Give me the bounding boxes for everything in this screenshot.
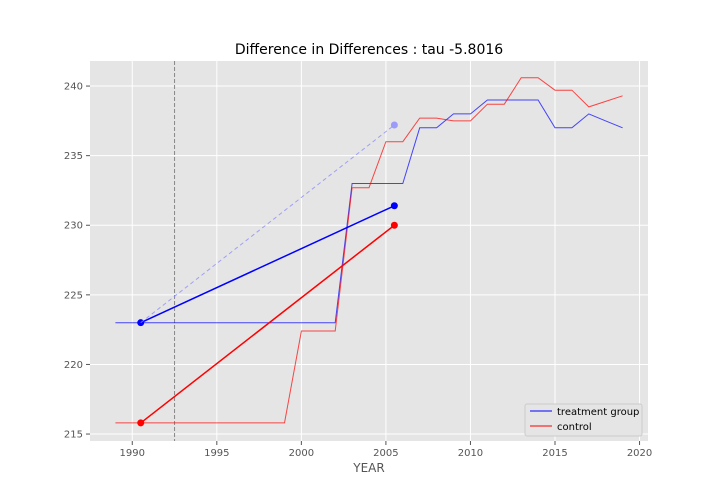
x-tick-label: 2015 bbox=[542, 448, 567, 459]
did-lines bbox=[137, 121, 398, 427]
did-point-control-pre-post-pre bbox=[137, 419, 145, 427]
x-tick-label: 2000 bbox=[289, 448, 314, 459]
x-tick-label: 2020 bbox=[627, 448, 652, 459]
did-line-control-pre-post bbox=[140, 224, 395, 424]
x-tick-label: 2010 bbox=[458, 448, 483, 459]
did-point-counterfactual bbox=[390, 121, 398, 129]
series-line-treatment bbox=[115, 99, 623, 324]
series-line-control bbox=[115, 77, 623, 424]
chart-title: Difference in Differences : tau -5.8016 bbox=[235, 42, 503, 58]
x-tick-label: 1990 bbox=[120, 448, 145, 459]
legend-label-treatment: treatment group bbox=[557, 407, 639, 418]
y-tick-label: 215 bbox=[64, 430, 83, 441]
series-lines bbox=[115, 77, 623, 424]
x-tick-label: 1995 bbox=[204, 448, 229, 459]
grid-lines bbox=[90, 61, 648, 441]
plot-area bbox=[90, 61, 648, 441]
y-tick-label: 220 bbox=[64, 360, 83, 371]
legend: treatment group control bbox=[524, 403, 643, 437]
y-tick-label: 240 bbox=[64, 82, 83, 93]
x-tick-label: 2005 bbox=[373, 448, 398, 459]
y-tick-label: 230 bbox=[64, 221, 83, 232]
legend-label-control: control bbox=[557, 422, 592, 433]
did-point-treatment-pre-post-post bbox=[390, 202, 398, 210]
x-ticks: 1990 1995 2000 2005 2010 2015 2020 bbox=[120, 441, 652, 459]
did-point-control-pre-post-post bbox=[390, 221, 398, 229]
x-axis-label: YEAR bbox=[352, 461, 384, 475]
did-line-treatment-pre-post bbox=[140, 205, 395, 324]
did-line-counterfactual bbox=[140, 124, 395, 324]
legend-box bbox=[524, 403, 643, 437]
y-tick-label: 225 bbox=[64, 290, 83, 301]
y-tick-label: 235 bbox=[64, 151, 83, 162]
y-ticks: 215 220 225 230 235 240 bbox=[64, 82, 90, 441]
